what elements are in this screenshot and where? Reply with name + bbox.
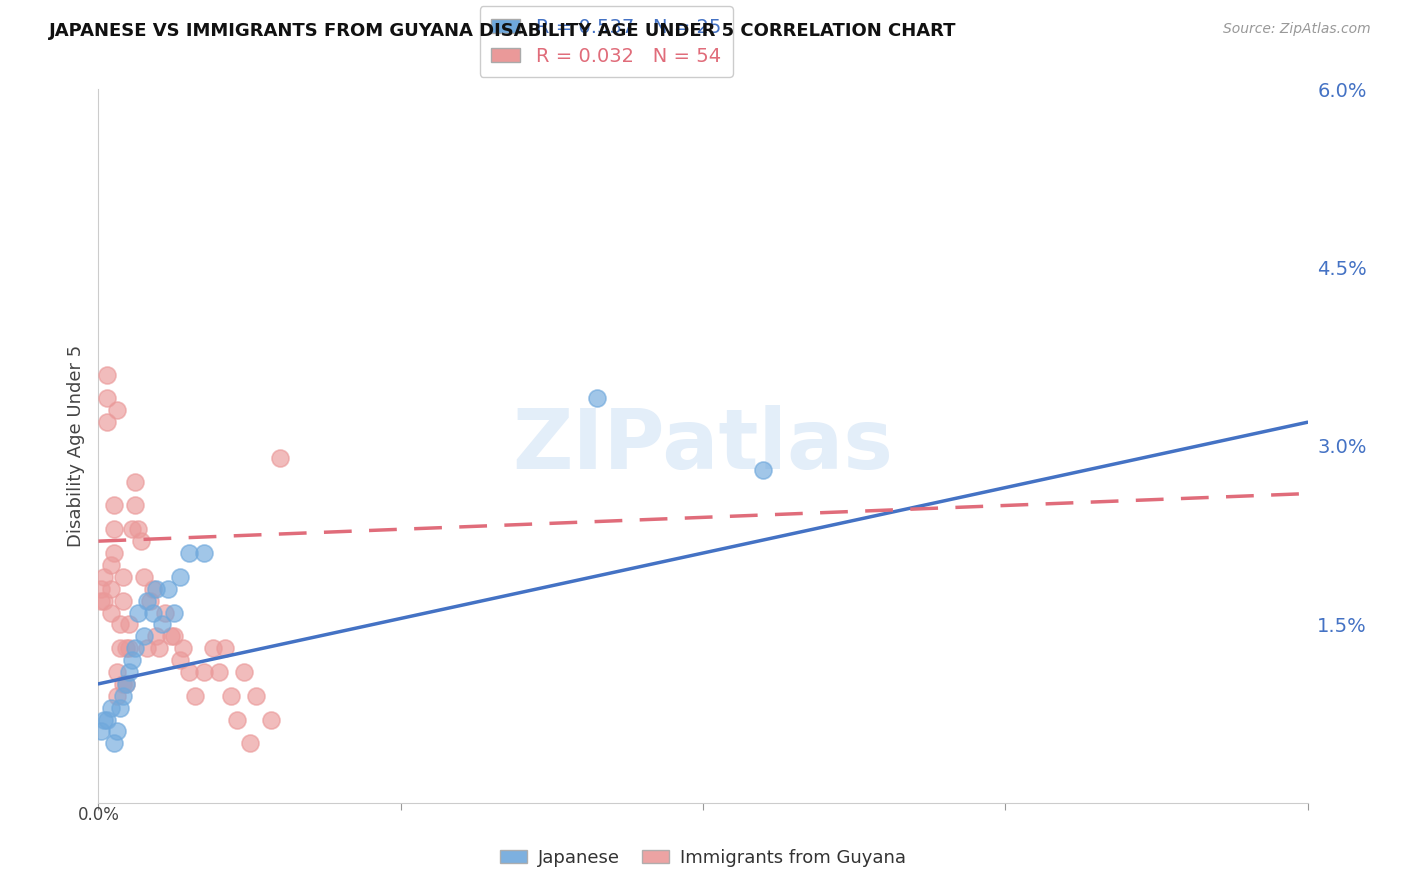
Point (103, 499, 125, 513)
Point (208, 665, 231, 679)
Point (111, 677, 134, 691)
Point (214, 641, 236, 656)
Point (179, 665, 201, 679)
Point (150, 617, 173, 632)
Legend: Japanese, Immigrants from Guyana: Japanese, Immigrants from Guyana (494, 842, 912, 874)
Text: 0.0%: 0.0% (77, 805, 120, 823)
Point (179, 546, 201, 560)
Point (93, 570, 115, 584)
Point (100, 606, 122, 620)
Point (114, 677, 136, 691)
Point (121, 522, 143, 536)
Point (103, 736, 125, 750)
Text: Source: ZipAtlas.com: Source: ZipAtlas.com (1223, 22, 1371, 37)
Point (127, 522, 149, 536)
Point (232, 665, 254, 679)
Point (148, 641, 170, 656)
Point (132, 570, 155, 584)
Point (105, 724, 128, 739)
Point (156, 582, 179, 596)
Point (193, 665, 215, 679)
Point (169, 570, 191, 584)
Point (145, 582, 167, 596)
Point (124, 475, 146, 489)
Y-axis label: Disability Age Under 5: Disability Age Under 5 (66, 345, 84, 547)
Point (108, 617, 131, 632)
Point (90, 593, 112, 607)
Point (163, 606, 186, 620)
Point (105, 403, 128, 417)
Point (129, 534, 152, 549)
Point (96, 415, 118, 429)
Point (118, 617, 141, 632)
Point (132, 629, 155, 643)
Legend: R = 0.537   N = 25, R = 0.032   N = 54: R = 0.537 N = 25, R = 0.032 N = 54 (479, 6, 733, 78)
Point (160, 629, 183, 643)
Point (96, 368, 118, 382)
Point (142, 606, 165, 620)
Point (586, 392, 609, 406)
Point (105, 689, 128, 703)
Point (124, 499, 146, 513)
Point (127, 606, 149, 620)
Point (90, 724, 112, 739)
Point (111, 593, 134, 607)
Point (93, 593, 115, 607)
Text: ZIPatlas: ZIPatlas (513, 406, 893, 486)
Point (100, 700, 122, 714)
Point (108, 700, 131, 714)
Point (114, 677, 136, 691)
Point (121, 653, 143, 667)
Point (142, 582, 165, 596)
Point (135, 593, 157, 607)
Point (193, 546, 215, 560)
Point (96, 713, 118, 727)
Point (153, 606, 176, 620)
Point (239, 736, 262, 750)
Point (103, 522, 125, 536)
Point (108, 641, 131, 656)
Point (90, 582, 112, 596)
Point (103, 546, 125, 560)
Point (114, 641, 136, 656)
Point (118, 665, 141, 679)
Point (245, 689, 267, 703)
Point (111, 570, 134, 584)
Point (96, 392, 118, 406)
Point (169, 653, 191, 667)
Point (226, 713, 249, 727)
Point (118, 641, 141, 656)
Point (111, 689, 134, 703)
Point (100, 582, 122, 596)
Point (202, 641, 225, 656)
Point (221, 689, 243, 703)
Point (139, 593, 162, 607)
Point (184, 689, 207, 703)
Point (260, 713, 283, 727)
Point (135, 641, 157, 656)
Point (172, 641, 194, 656)
Point (100, 558, 122, 572)
Point (124, 641, 146, 656)
Point (105, 665, 128, 679)
Point (145, 629, 167, 643)
Point (163, 629, 186, 643)
Point (752, 463, 775, 477)
Point (93, 713, 115, 727)
Point (269, 450, 291, 465)
Text: JAPANESE VS IMMIGRANTS FROM GUYANA DISABILITY AGE UNDER 5 CORRELATION CHART: JAPANESE VS IMMIGRANTS FROM GUYANA DISAB… (49, 22, 956, 40)
